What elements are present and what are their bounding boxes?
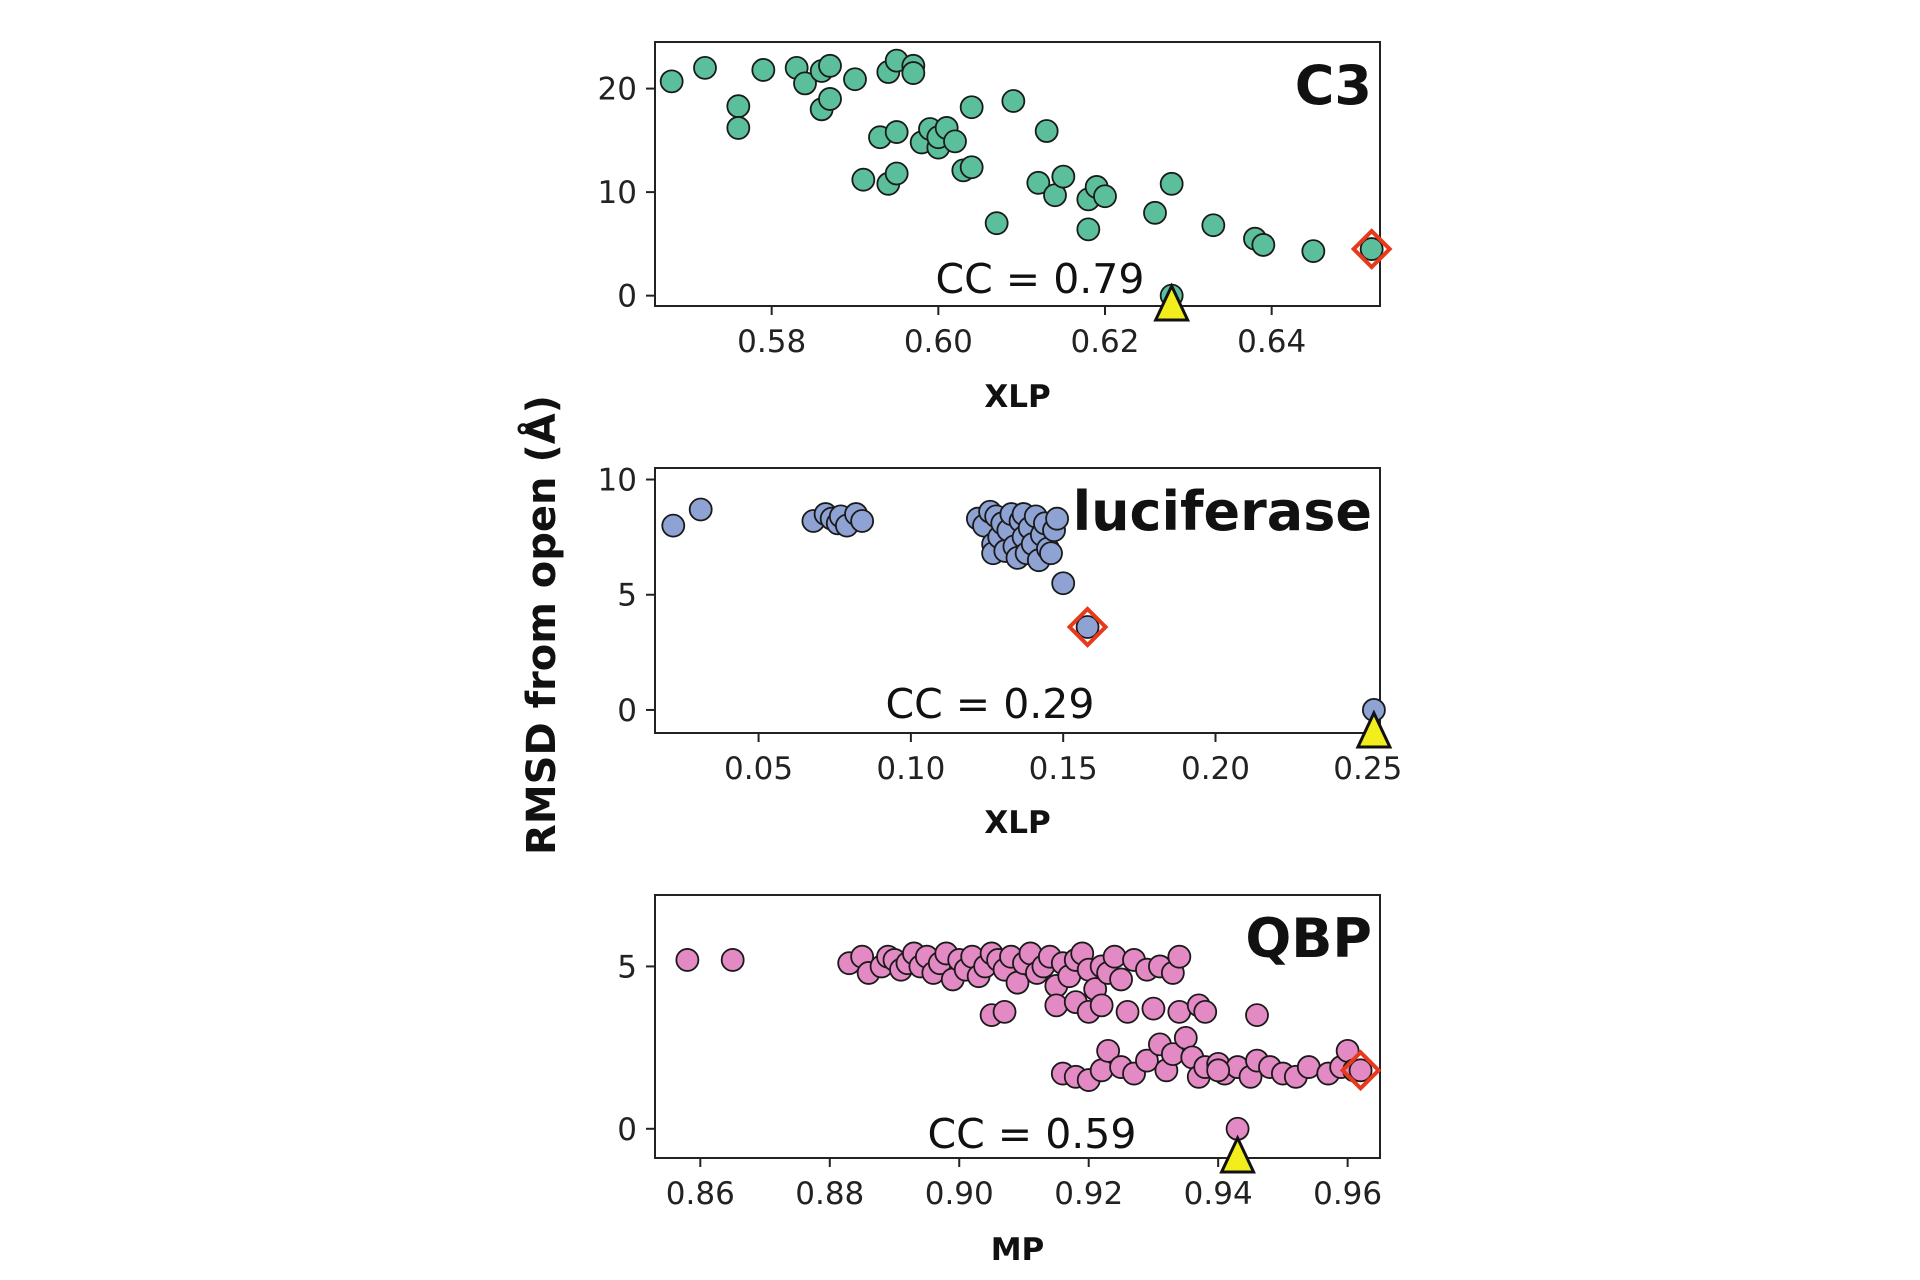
x-tick-label: 0.05 [724, 751, 793, 787]
data-point [1206, 1058, 1231, 1083]
data-point [1115, 999, 1140, 1024]
data-point [1135, 1048, 1159, 1073]
y-tick-label: 0 [617, 1112, 637, 1148]
best-model-diamond-marker [1339, 1049, 1382, 1092]
data-point [984, 211, 1009, 236]
data-point [1026, 170, 1051, 195]
x-tick-label: 0.90 [925, 1176, 994, 1212]
x-tick-label: 0.15 [1029, 751, 1098, 787]
data-point [1141, 996, 1166, 1021]
x-tick-label: 0.10 [876, 751, 945, 787]
data-point [1359, 237, 1384, 261]
y-tick-label: 5 [617, 578, 637, 614]
x-axis-label: MP [991, 1232, 1045, 1268]
data-point [1039, 541, 1063, 566]
data-point [1076, 217, 1101, 242]
data-point [661, 513, 686, 538]
correlation-annotation: CC = 0.59 [928, 1110, 1137, 1158]
data-point [818, 87, 842, 111]
y-tick-label: 0 [617, 279, 637, 315]
x-tick-label: 0.92 [1054, 1176, 1123, 1212]
data-point [818, 53, 842, 78]
plot-frame [654, 41, 1381, 307]
data-point [884, 120, 909, 144]
data-point [884, 161, 909, 186]
data-point [1201, 213, 1226, 238]
data-point [1051, 164, 1076, 189]
data-point [1089, 993, 1114, 1018]
data-point [1096, 1038, 1121, 1063]
data-point [1193, 999, 1218, 1024]
best-model-diamond-marker [1350, 228, 1393, 270]
data-point [1093, 184, 1117, 209]
x-tick-label: 0.60 [904, 324, 973, 360]
x-tick-label: 0.86 [666, 1176, 735, 1212]
y-tick-label: 0 [617, 693, 637, 729]
data-point [1143, 200, 1167, 225]
data-point [992, 999, 1017, 1024]
data-point [659, 69, 684, 94]
data-point [1102, 944, 1127, 969]
data-point [1075, 615, 1100, 639]
x-tick-label: 0.88 [795, 1176, 864, 1212]
plot-frame [654, 894, 1381, 1159]
data-point [688, 497, 713, 522]
x-tick-label: 0.96 [1313, 1176, 1382, 1212]
x-tick-label: 0.25 [1333, 751, 1402, 787]
y-tick-label: 20 [598, 72, 637, 108]
data-point [1044, 993, 1069, 1018]
data-point [850, 509, 875, 533]
reference-triangle-marker [1355, 709, 1393, 749]
data-point [1348, 1058, 1373, 1083]
x-tick-label: 0.62 [1070, 324, 1139, 360]
data-point [1045, 506, 1070, 531]
data-point [943, 129, 967, 154]
data-point [1251, 233, 1276, 257]
reference-triangle-marker [1153, 282, 1191, 322]
x-axis-label: XLP [984, 379, 1050, 415]
data-point [959, 95, 984, 120]
x-tick-label: 0.20 [1181, 751, 1250, 787]
y-tick-label: 10 [598, 463, 637, 499]
data-point [959, 155, 984, 180]
data-point [1159, 171, 1184, 196]
data-point [751, 58, 776, 82]
x-tick-label: 0.64 [1237, 324, 1306, 360]
data-point [1051, 571, 1076, 596]
data-point [851, 167, 876, 192]
data-point [726, 94, 751, 119]
data-point [1167, 944, 1192, 969]
data-point [901, 61, 926, 85]
y-tick-label: 5 [617, 949, 637, 985]
data-point [1034, 119, 1059, 143]
data-point [675, 948, 700, 972]
shared-y-axis-label: RMSD from open (Å) [516, 395, 565, 855]
best-model-diamond-marker [1066, 606, 1109, 648]
data-point [1301, 239, 1326, 264]
plot-frame [654, 467, 1381, 734]
panel-c3: 0.58 0.60 0.62 0.64 0 10 20 XLP C3 CC = 0.79 [598, 41, 1393, 415]
reference-triangle-marker [1219, 1134, 1256, 1174]
data-point [843, 67, 867, 92]
panel-qbp: 0.86 0.88 0.90 0.92 0.94 0.96 0 5 MP QBP CC = 0.59 [617, 894, 1382, 1268]
x-tick-label: 0.58 [737, 324, 806, 360]
panel-luciferase: 0.05 0.10 0.15 0.20 0.25 0 5 10 XLP luciferase CC … [598, 463, 1403, 841]
panel-label: C3 [1295, 54, 1372, 117]
data-point [793, 71, 817, 96]
y-tick-label: 10 [598, 175, 637, 211]
panel-label: QBP [1245, 907, 1372, 970]
data-point [720, 948, 745, 972]
data-point [1109, 967, 1133, 992]
panel-label: luciferase [1073, 480, 1372, 543]
x-tick-label: 0.94 [1184, 1176, 1253, 1212]
data-point [1245, 1003, 1269, 1028]
data-point [726, 116, 751, 140]
correlation-annotation: CC = 0.79 [936, 255, 1145, 303]
data-point [693, 55, 717, 80]
correlation-annotation: CC = 0.29 [886, 680, 1095, 728]
x-axis-label: XLP [984, 805, 1050, 841]
data-point [1001, 89, 1026, 113]
